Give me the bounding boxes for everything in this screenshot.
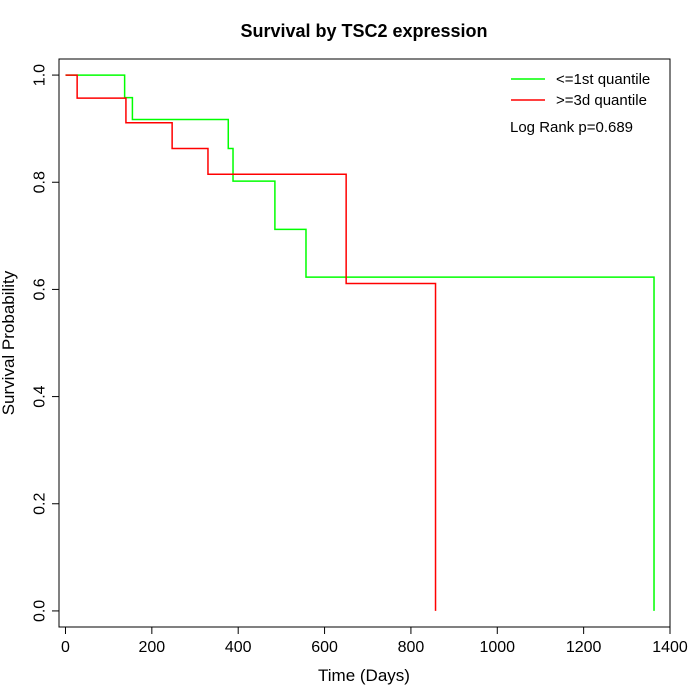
plot-frame — [58, 58, 671, 628]
y-tick-label: 0.2 — [32, 493, 49, 515]
legend-label-high: >=3d quantile — [556, 92, 647, 109]
legend: <=1st quantile >=3d quantile — [511, 71, 650, 109]
chart-title: Survival by TSC2 expression — [240, 21, 487, 41]
y-axis-label: Survival Probability — [0, 270, 18, 415]
x-tick-label: 200 — [138, 639, 165, 656]
y-tick-label: 0.6 — [32, 278, 49, 300]
y-tick-label: 0.4 — [32, 385, 49, 407]
x-tick-label: 400 — [225, 639, 252, 656]
series-line-high-quantile — [65, 74, 437, 611]
x-tick-label: 0 — [61, 639, 70, 656]
y-tick-label: 0.0 — [32, 600, 49, 622]
series-line-low-quantile — [65, 74, 655, 611]
legend-label-low: <=1st quantile — [556, 71, 650, 88]
x-axis-label: Time (Days) — [318, 666, 410, 685]
x-tick-label: 1400 — [652, 639, 688, 656]
x-axis: 0 200 400 600 800 1000 1200 1400 — [61, 626, 688, 656]
x-tick-label: 800 — [398, 639, 425, 656]
y-tick-label: 0.8 — [32, 171, 49, 193]
y-tick-label: 1.0 — [32, 64, 49, 86]
series-layer — [65, 74, 655, 611]
log-rank-annotation: Log Rank p=0.689 — [510, 119, 633, 136]
x-tick-label: 1200 — [566, 639, 602, 656]
y-axis: 0.0 0.2 0.4 0.6 0.8 1.0 — [32, 64, 60, 622]
x-tick-label: 1000 — [479, 639, 515, 656]
x-tick-label: 600 — [311, 639, 338, 656]
